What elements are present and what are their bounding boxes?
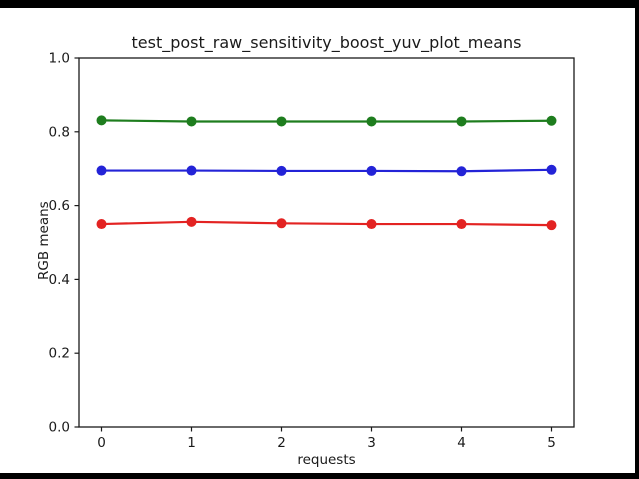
- y-tick-label: 0.0: [49, 420, 70, 436]
- blue-series-marker: [456, 166, 467, 177]
- axes-spines: [78, 57, 575, 428]
- green-series-line: [100, 119, 553, 123]
- blue-series-marker: [276, 165, 287, 176]
- green-series-marker: [366, 116, 377, 127]
- green-series-marker: [96, 115, 107, 126]
- red-series-marker: [186, 216, 197, 227]
- red-series-marker: [96, 219, 107, 230]
- blue-series-marker: [546, 164, 557, 175]
- x-tick-label: 3: [367, 435, 376, 451]
- blue-series-line: [100, 168, 553, 173]
- green-series-marker: [276, 116, 287, 127]
- blue-series-marker: [186, 165, 197, 176]
- red-series-marker: [366, 219, 377, 230]
- y-tick-label: 0.8: [49, 124, 70, 140]
- red-series-marker: [456, 219, 467, 230]
- y-tick-label: 1.0: [49, 51, 70, 67]
- green-series-marker: [546, 115, 557, 126]
- y-tick-label: 0.6: [49, 198, 70, 214]
- red-series-marker: [546, 220, 557, 231]
- x-tick-label: 1: [187, 435, 196, 451]
- x-tick-label: 5: [547, 435, 556, 451]
- y-tick-label: 0.2: [49, 346, 70, 362]
- green-series-marker: [186, 116, 197, 127]
- x-axis-label: requests: [297, 452, 356, 468]
- x-tick-label: 2: [277, 435, 286, 451]
- letterbox-top: [0, 0, 639, 8]
- x-tick-label: 4: [457, 435, 466, 451]
- green-series-marker: [456, 116, 467, 127]
- y-tick-label: 0.4: [49, 272, 70, 288]
- red-series-line: [100, 220, 553, 227]
- x-tick-label: 0: [97, 435, 106, 451]
- letterbox-right: [635, 0, 639, 479]
- blue-series-marker: [96, 165, 107, 176]
- red-series-marker: [276, 218, 287, 229]
- blue-series-marker: [366, 165, 377, 176]
- chart-title: test_post_raw_sensitivity_boost_yuv_plot…: [131, 33, 522, 52]
- letterbox-bottom: [0, 473, 639, 479]
